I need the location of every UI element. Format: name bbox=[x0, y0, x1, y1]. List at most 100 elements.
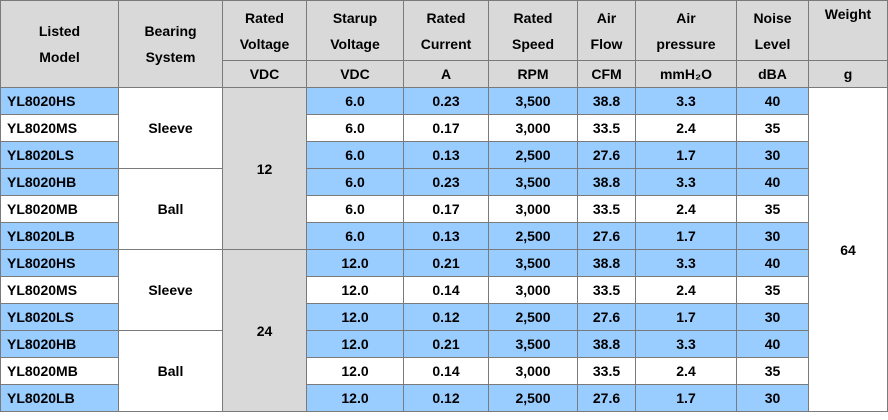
air-pressure-cell: 2.4 bbox=[635, 195, 737, 223]
noise-level-cell: 40 bbox=[736, 330, 809, 358]
model-cell: YL8020HS bbox=[0, 87, 119, 115]
starup-voltage-cell: 12.0 bbox=[306, 276, 404, 304]
model-cell: YL8020MS bbox=[0, 114, 119, 142]
model-cell: YL8020HB bbox=[0, 330, 119, 358]
noise-level-cell: 40 bbox=[736, 249, 809, 277]
noise-level-cell: 30 bbox=[736, 384, 809, 412]
rated-speed-cell: 3,000 bbox=[488, 114, 578, 142]
table-row: YL8020HB Ball 12.0 0.21 3,500 38.8 3.3 40 bbox=[0, 330, 888, 412]
model-cell: YL8020HS bbox=[0, 249, 119, 277]
air-pressure-cell: 1.7 bbox=[635, 303, 737, 331]
table-row: YL8020HS Sleeve 12 6.0 0.23 3,500 38.8 3.3 40 64 bbox=[0, 87, 888, 412]
rated-current-cell: 0.21 bbox=[403, 249, 489, 277]
air-pressure-cell: 3.3 bbox=[635, 249, 737, 277]
rated-speed-cell: 3,500 bbox=[488, 330, 578, 358]
header-bearing-system: Bearing System bbox=[118, 0, 223, 88]
model-cell: YL8020LB bbox=[0, 384, 119, 412]
noise-level-cell: 35 bbox=[736, 357, 809, 385]
rated-voltage-cell: 24 bbox=[222, 249, 307, 412]
table-row: YL8020MB 12.0 0.14 3,000 33.5 2.4 35 bbox=[0, 357, 888, 385]
rated-current-cell: 0.17 bbox=[403, 195, 489, 223]
header-air-pressure: Air pressure bbox=[635, 0, 737, 61]
noise-level-cell: 40 bbox=[736, 87, 809, 115]
header-air-flow: Air Flow bbox=[577, 0, 636, 61]
starup-voltage-cell: 6.0 bbox=[306, 168, 404, 196]
noise-level-cell: 30 bbox=[736, 303, 809, 331]
air-pressure-cell: 3.3 bbox=[635, 168, 737, 196]
rated-voltage-cell: 12 bbox=[222, 87, 307, 250]
unit-noise: dBA bbox=[736, 60, 809, 88]
noise-level-cell: 35 bbox=[736, 114, 809, 142]
bearing-system-cell: Ball bbox=[118, 168, 223, 250]
rated-speed-cell: 3,000 bbox=[488, 276, 578, 304]
starup-voltage-cell: 12.0 bbox=[306, 249, 404, 277]
bearing-system-cell: Sleeve bbox=[118, 249, 223, 331]
rated-current-cell: 0.23 bbox=[403, 168, 489, 196]
header-rated-speed: Rated Speed bbox=[488, 0, 578, 61]
air-flow-cell: 27.6 bbox=[577, 303, 636, 331]
rated-current-cell: 0.17 bbox=[403, 114, 489, 142]
starup-voltage-cell: 12.0 bbox=[306, 384, 404, 412]
table-row: YL8020LS 12.0 0.12 2,500 27.6 1.7 30 bbox=[0, 303, 888, 331]
starup-voltage-cell: 6.0 bbox=[306, 222, 404, 250]
spec-table-body: YL8020HS Sleeve 12 6.0 0.23 3,500 38.8 3.3 40 64 Y… bbox=[0, 87, 888, 412]
air-pressure-cell: 3.3 bbox=[635, 87, 737, 115]
air-flow-cell: 27.6 bbox=[577, 222, 636, 250]
header-listed-model: Listed Model bbox=[0, 0, 119, 88]
air-flow-cell: 33.5 bbox=[577, 276, 636, 304]
table-row: YL8020LB 12.0 0.12 2,500 27.6 1.7 30 bbox=[0, 384, 888, 412]
air-flow-cell: 33.5 bbox=[577, 357, 636, 385]
starup-voltage-cell: 12.0 bbox=[306, 330, 404, 358]
rated-speed-cell: 2,500 bbox=[488, 222, 578, 250]
air-pressure-cell: 3.3 bbox=[635, 330, 737, 358]
air-flow-cell: 38.8 bbox=[577, 168, 636, 196]
air-flow-cell: 27.6 bbox=[577, 384, 636, 412]
rated-speed-cell: 3,500 bbox=[488, 249, 578, 277]
starup-voltage-cell: 6.0 bbox=[306, 195, 404, 223]
model-cell: YL8020HB bbox=[0, 168, 119, 196]
rated-current-cell: 0.13 bbox=[403, 141, 489, 169]
table-row: YL8020LS 6.0 0.13 2,500 27.6 1.7 30 bbox=[0, 141, 888, 169]
table-row: YL8020MS 6.0 0.17 3,000 33.5 2.4 35 bbox=[0, 114, 888, 142]
unit-weight: g bbox=[808, 60, 888, 88]
header-rated-voltage: Rated Voltage bbox=[222, 0, 307, 61]
starup-voltage-cell: 6.0 bbox=[306, 141, 404, 169]
model-cell: YL8020MB bbox=[0, 357, 119, 385]
air-flow-cell: 38.8 bbox=[577, 87, 636, 115]
model-cell: YL8020LB bbox=[0, 222, 119, 250]
air-pressure-cell: 2.4 bbox=[635, 114, 737, 142]
noise-level-cell: 30 bbox=[736, 141, 809, 169]
air-pressure-cell: 2.4 bbox=[635, 276, 737, 304]
rated-current-cell: 0.23 bbox=[403, 87, 489, 115]
rated-current-cell: 0.13 bbox=[403, 222, 489, 250]
rated-current-cell: 0.12 bbox=[403, 384, 489, 412]
air-flow-cell: 38.8 bbox=[577, 330, 636, 358]
starup-voltage-cell: 6.0 bbox=[306, 114, 404, 142]
model-cell: YL8020LS bbox=[0, 141, 119, 169]
weight-cell: 64 bbox=[808, 87, 888, 412]
table-row: YL8020HS Sleeve 24 12.0 0.21 3,500 38.8 3.3 40 bbox=[0, 249, 888, 412]
model-cell: YL8020MS bbox=[0, 276, 119, 304]
rated-speed-cell: 3,000 bbox=[488, 357, 578, 385]
noise-level-cell: 40 bbox=[736, 168, 809, 196]
unit-speed: RPM bbox=[488, 60, 578, 88]
rated-current-cell: 0.21 bbox=[403, 330, 489, 358]
starup-voltage-cell: 6.0 bbox=[306, 87, 404, 115]
starup-voltage-cell: 12.0 bbox=[306, 357, 404, 385]
bearing-system-cell: Sleeve bbox=[118, 87, 223, 169]
rated-speed-cell: 2,500 bbox=[488, 303, 578, 331]
unit-starup-voltage: VDC bbox=[306, 60, 404, 88]
air-pressure-cell: 1.7 bbox=[635, 141, 737, 169]
air-flow-cell: 38.8 bbox=[577, 249, 636, 277]
model-cell: YL8020LS bbox=[0, 303, 119, 331]
model-cell: YL8020MB bbox=[0, 195, 119, 223]
rated-speed-cell: 2,500 bbox=[488, 384, 578, 412]
unit-flow: CFM bbox=[577, 60, 636, 88]
rated-speed-cell: 3,000 bbox=[488, 195, 578, 223]
header-starup-voltage: Starup Voltage bbox=[306, 0, 404, 61]
table-row: YL8020LB 6.0 0.13 2,500 27.6 1.7 30 bbox=[0, 222, 888, 250]
header-weight: Weight bbox=[808, 0, 888, 61]
air-pressure-cell: 1.7 bbox=[635, 384, 737, 412]
rated-current-cell: 0.14 bbox=[403, 357, 489, 385]
